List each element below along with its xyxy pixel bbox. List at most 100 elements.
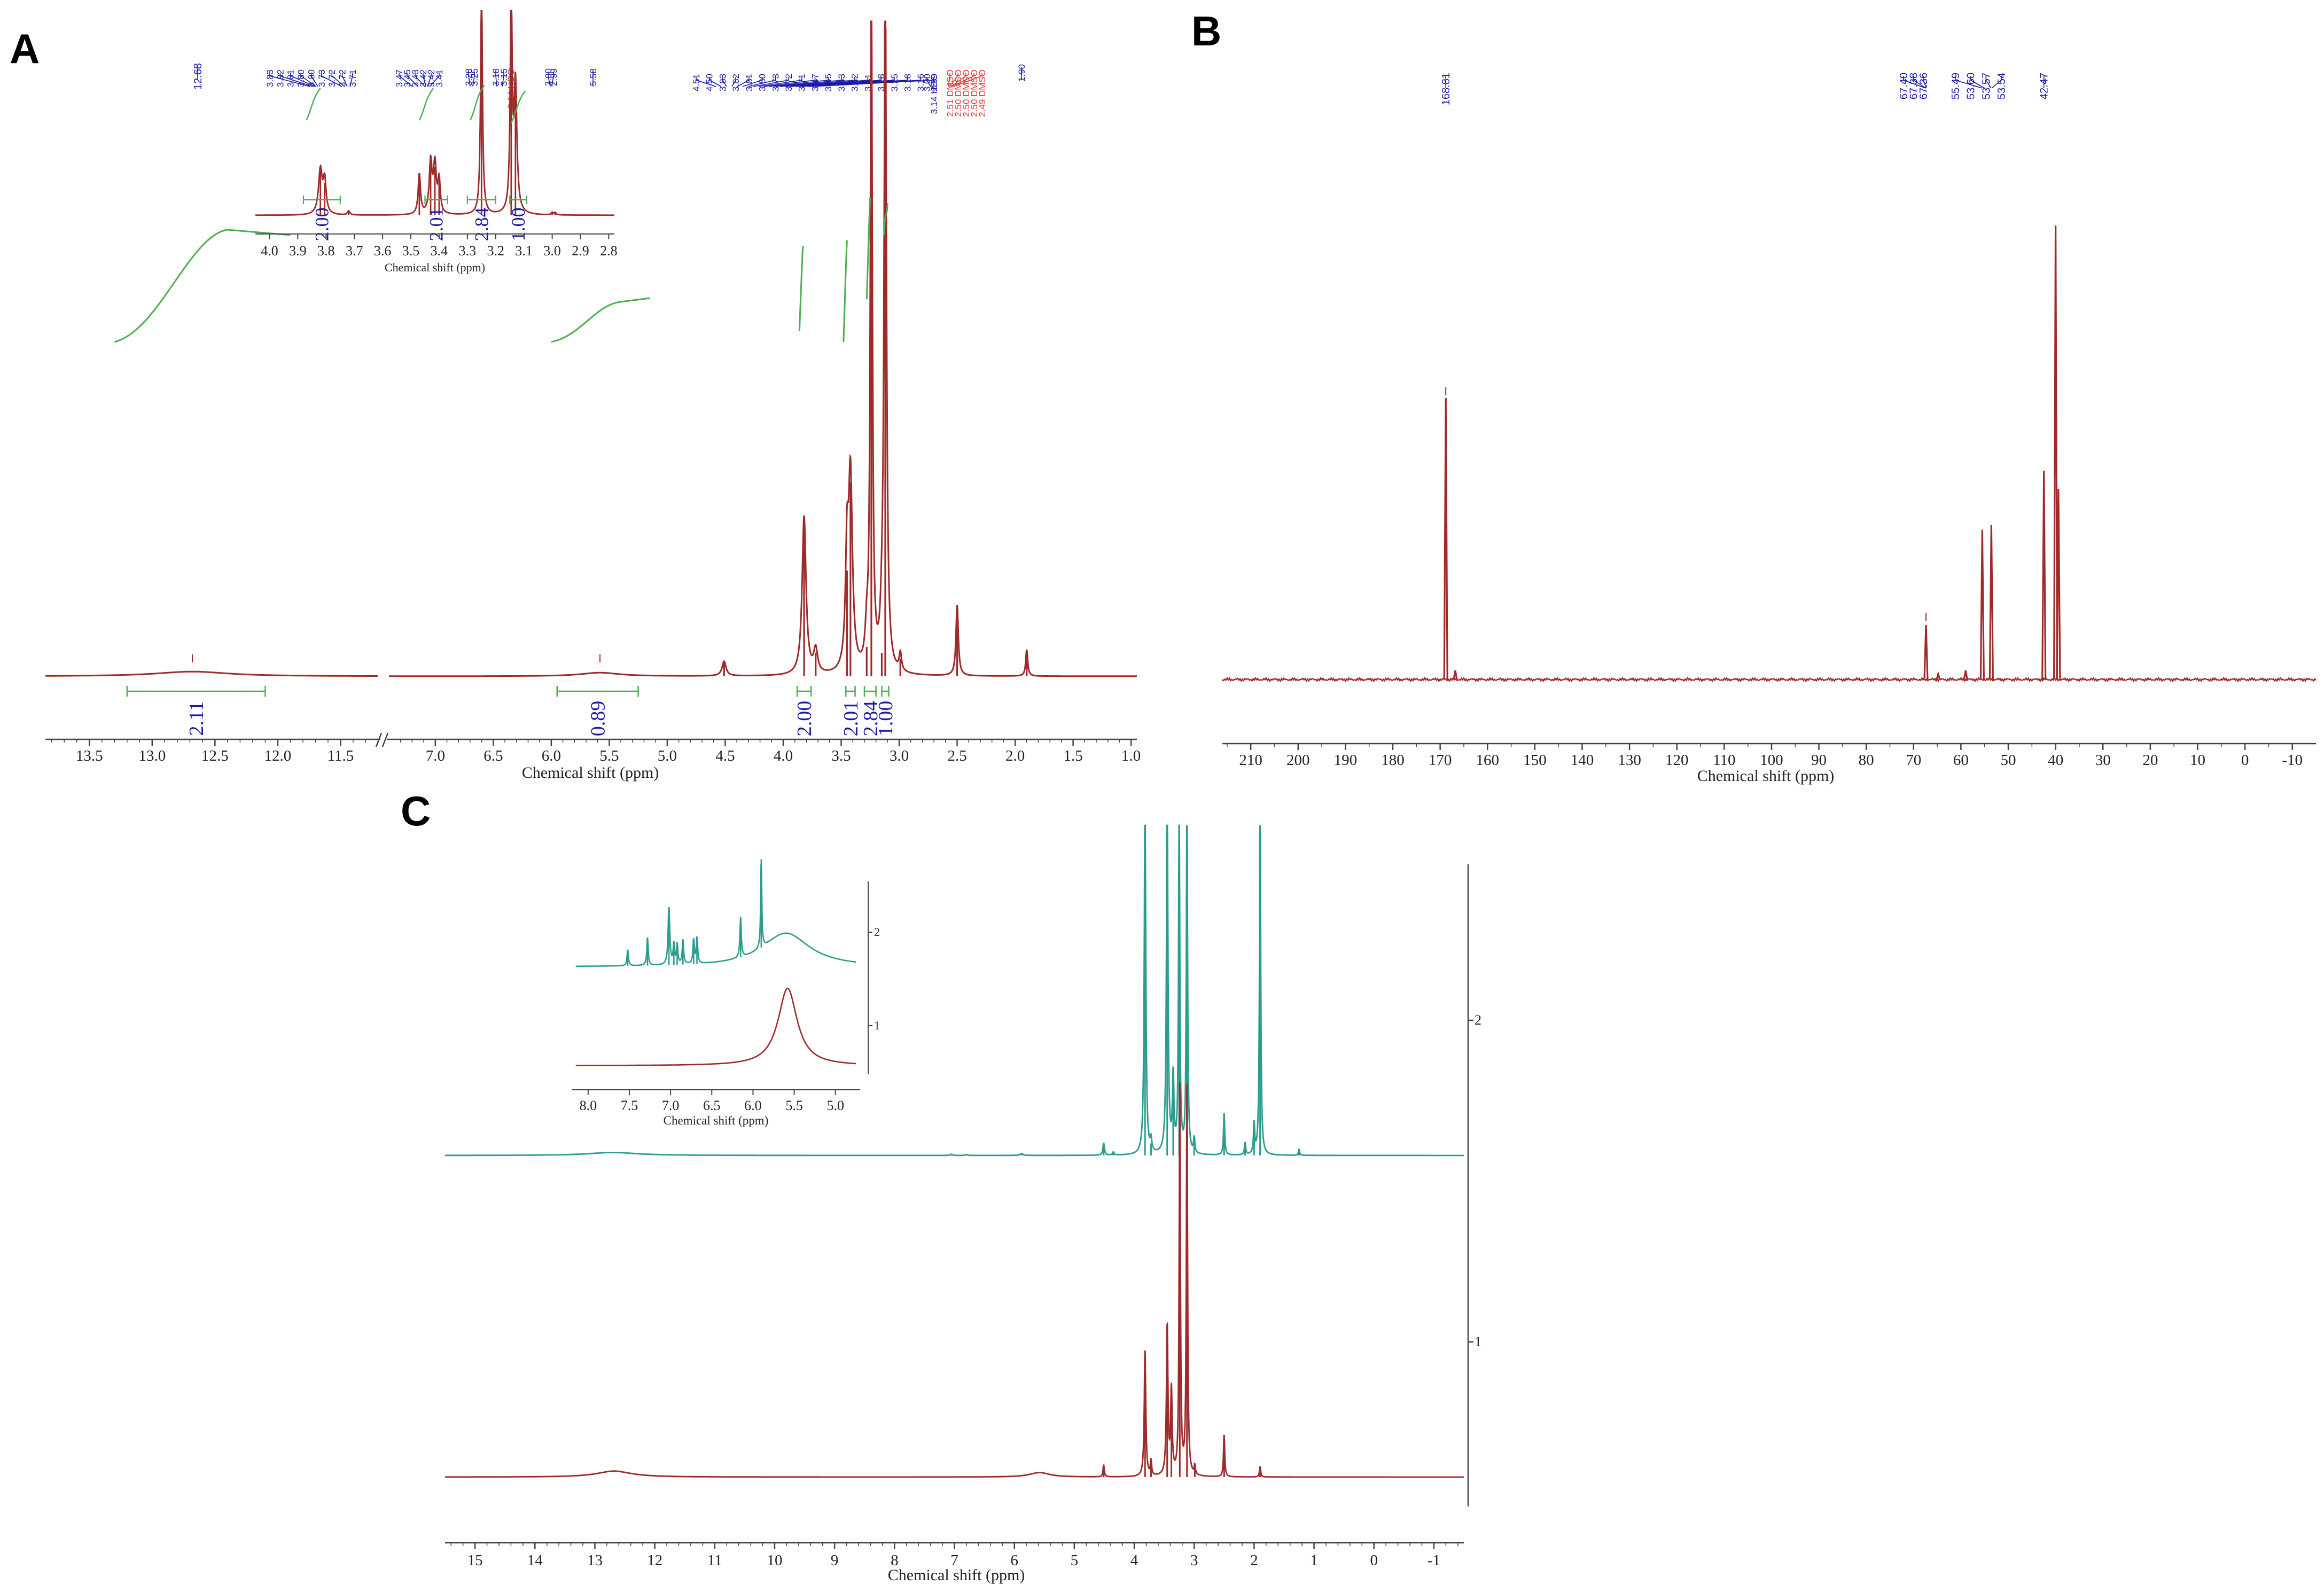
panel-a-peak-label: 3.45 [402, 69, 412, 87]
panel-c-inset-series-1-line [575, 987, 856, 1066]
panel-a-peak-label: 3.80 [306, 69, 316, 87]
panel-c-y-tick-label: 1 [1475, 1334, 1481, 1349]
panel-c-x-tick-label: 9 [831, 1552, 839, 1569]
panel-b-peak [1979, 529, 1985, 680]
panel-a-peak-leader [779, 77, 855, 87]
panel-a-peak-leader [785, 77, 869, 87]
panel-b-x-tick-label: 20 [2142, 752, 2158, 769]
panel-a-peak-label: 3.14 HDO [929, 74, 939, 114]
panel-a-inset-integral-curve [510, 90, 526, 123]
panel-a-x-tick-label: 13.5 [76, 747, 103, 764]
panel-a-x-tick-label: 2.5 [947, 747, 966, 764]
panel-b-baseline [1221, 676, 2317, 683]
panel-a-peak-label: 3.41 [434, 69, 444, 87]
panel-a-peak-label: 3.73 [317, 69, 327, 87]
panel-a-peak-label: 3.83 [265, 69, 275, 87]
panel-b-peak-leader [1913, 76, 1927, 89]
panel-a-peak-label: 12.68 [192, 63, 204, 90]
panel-a-peak-label: 3.72 [784, 74, 794, 91]
panel-a-1h-nmr: 12.68 3.83 3.82 3.81 3.80 3.80 3.73 3.72 3.72 3.7… [45, 10, 1141, 782]
panel-b-spectrum [1221, 225, 2317, 683]
panel-a-x-tick-label: 13.0 [138, 747, 166, 764]
panel-a-peak-label: 3.00 [922, 74, 932, 91]
panel-c-x-tick-label: 12 [647, 1552, 662, 1569]
panel-a-integral-value: 1.00 [875, 701, 897, 737]
panel-c-inset-y-tick-label: 1 [874, 1019, 880, 1032]
panel-b-peak [2053, 225, 2058, 680]
panel-a-x-tick-label: 7.0 [426, 747, 445, 764]
panel-c-x-tick-label: 14 [527, 1552, 543, 1569]
panel-c-inset-x-tick-label: 5.0 [826, 1098, 844, 1113]
panel-a-peak-label: 3.80 [758, 74, 768, 91]
panel-a-spectrum [45, 20, 1137, 677]
panel-a-peak-leader [952, 73, 974, 87]
panel-a-inset-integral-value: 2.84 [471, 208, 492, 241]
panel-c-inset-x-tick-label: 6.0 [744, 1098, 762, 1113]
panel-a-peak-label: 4.50 [705, 74, 715, 91]
panel-a-peak-label: 3.18 [903, 74, 913, 91]
panel-a-inset-integral-value: 2.01 [426, 208, 447, 241]
panel-c-inset-x-tick-label: 7.5 [621, 1098, 638, 1113]
panel-a-peak-leader [747, 77, 776, 87]
panel-a-x-axis-label: Chemical shift (ppm) [522, 764, 659, 782]
panel-b-x-tick-label: 200 [1286, 752, 1310, 769]
panel-a-peak-label: 3.80 [296, 69, 306, 87]
panel-a-peak-label: 2.50 DMSO [969, 69, 979, 117]
panel-a-peak-label: 3.16 [916, 74, 926, 91]
panel-b-peak [2056, 488, 2061, 680]
panel-a-peak-leader [769, 77, 829, 87]
panel-a-integral-curve [843, 240, 848, 342]
panel-b-x-tick-label: -10 [2282, 752, 2303, 769]
panel-c-spectra: 21 [445, 824, 1481, 1506]
panel-c-inset-x-tick-label: 7.0 [662, 1098, 680, 1113]
panel-a-inset-x-tick-label: 2.8 [600, 243, 618, 259]
panel-a-x-tick-label: 12.5 [201, 747, 229, 764]
panel-a-inset-x-tick-label: 2.9 [572, 243, 589, 259]
panel-a-x-tick-label: 5.0 [658, 747, 677, 764]
panel-a-integral-curve [798, 245, 804, 332]
panel-a-peak-leader [349, 73, 353, 87]
panel-a-integral-curve [551, 297, 650, 343]
panel-c-x-tick-label: 2 [1250, 1552, 1258, 1569]
panel-a-peak-leader [708, 77, 722, 87]
panel-a-peak-leader [742, 77, 763, 87]
panel-a-peak-leader [430, 73, 440, 87]
panel-a-integral-curve [883, 202, 888, 236]
panel-a-peak-leader [953, 73, 982, 87]
panel-a-peak-label: 3.15 [499, 68, 509, 86]
panel-a-peak-leader [737, 77, 750, 87]
panel-c-series-1-line [445, 1082, 1464, 1478]
panel-b-peak-leader [1955, 76, 1983, 89]
panel-a-peak-leader [949, 73, 958, 87]
panel-b-x-tick-label: 170 [1429, 752, 1452, 769]
panel-a-peak-leader [696, 77, 716, 87]
panel-c-1h-nmr-comparison: 21 15 14 13 12 11 10 9 8 7 6 5 4 3 2 1 0 -1 Chemical shi… [445, 824, 1481, 1584]
panel-a-peak-leader [763, 77, 816, 87]
panel-a-inset-integral-curve [470, 85, 485, 121]
panel-a-peak-leader [269, 73, 310, 87]
panel-b-x-tick-label: 60 [1953, 752, 1969, 769]
panel-a-peak-label: 2.50 DMSO [953, 69, 963, 117]
panel-c-x-tick-label: 3 [1190, 1552, 1198, 1569]
panel-a-peak-label: 3.82 [275, 69, 285, 87]
panel-letter-a: A [10, 25, 40, 72]
panel-a-inset-x-tick-label: 3.3 [459, 243, 477, 259]
panel-c-x-tick-label: 13 [587, 1552, 603, 1569]
panel-a-peak-label: 2.51 DMSO [945, 69, 955, 117]
panel-b-x-tick-label: 150 [1523, 752, 1547, 769]
panel-c-x-tick-label: 0 [1370, 1552, 1378, 1569]
panel-c-inset: 2 1 8.0 7.5 7.0 6.5 6.0 5.5 5.0 Chemical shift (p… [572, 859, 880, 1127]
panel-c-inset-x-tick-label: 6.5 [703, 1098, 721, 1113]
panel-c-x-tick-label: 6 [1010, 1552, 1018, 1569]
panel-a-inset-integral-value: 2.00 [311, 208, 332, 241]
panel-a-peak-leader [495, 72, 497, 87]
panel-b-x-tick-label: 190 [1334, 752, 1358, 769]
panel-b-x-axis-label: Chemical shift (ppm) [1697, 767, 1835, 785]
panel-a-peak-leader [551, 72, 554, 87]
panel-b-peak-label: 53.60 [1966, 73, 1977, 99]
panel-a-peak-leader [948, 73, 950, 87]
panel-a-axis-break [381, 732, 389, 747]
panel-a-peak-label: 3.71 [348, 69, 358, 87]
